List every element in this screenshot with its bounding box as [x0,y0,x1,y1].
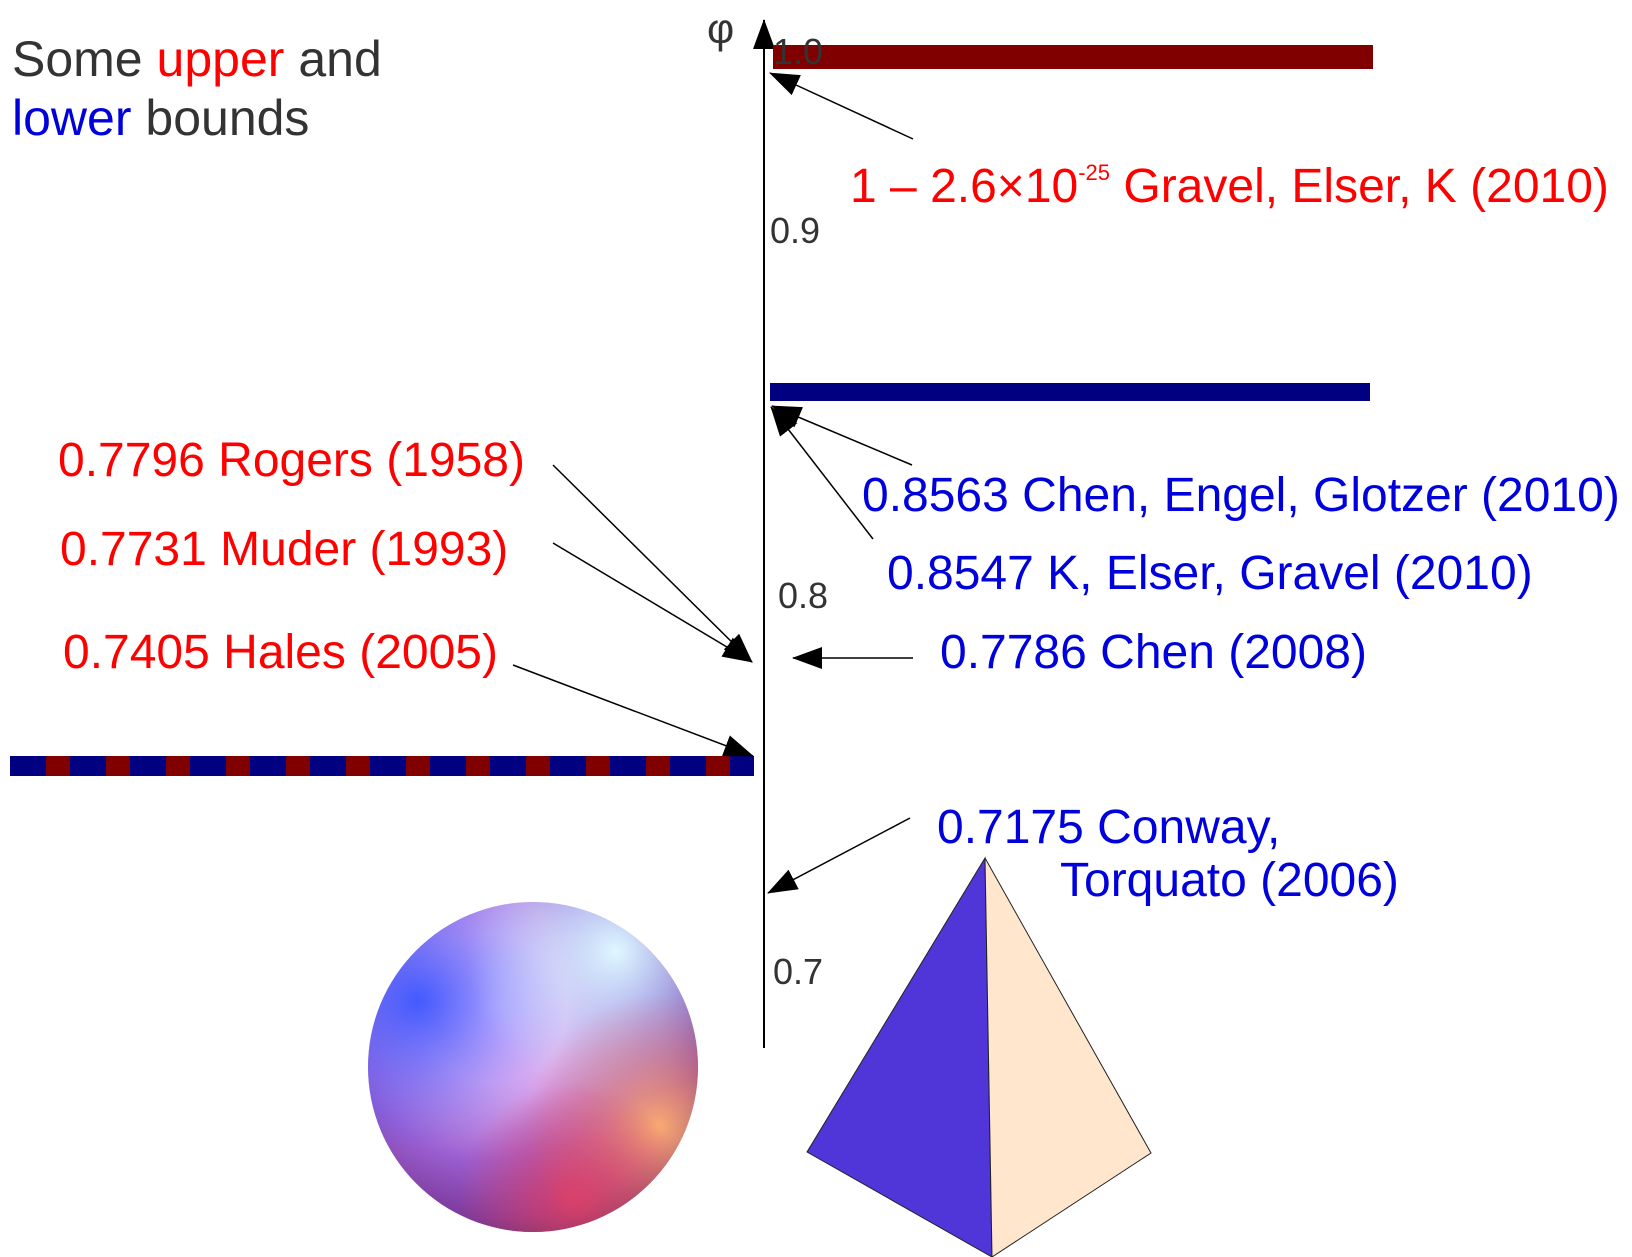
label-chen-2008: 0.7786 Chen (2008) [940,626,1367,679]
label-hales: 0.7405 Hales (2005) [63,626,498,679]
label-gravel-elser-k: 1 – 2.6×10-25 Gravel, Elser, K (2010) [850,160,1609,213]
gravel-exponent: -25 [1078,160,1111,185]
arrow-muder [552,542,753,663]
arrow-conway [767,817,911,894]
tick-label-0-8: 0.8 [778,575,829,616]
title-word-lower: lower [12,90,132,146]
tick-label-0-9: 0.9 [770,210,821,251]
label-rogers: 0.7796 Rogers (1958) [58,434,525,487]
hales-striped-bar [10,756,754,776]
gravel-authors: Gravel, Elser, K (2010) [1110,160,1609,213]
diagram-title: Some upper and lower bounds [12,30,382,148]
tick-label-1-0: 1.0 [773,31,824,72]
tetrahedron-icon [806,856,1152,1257]
label-chen-engel-glotzer: 0.8563 Chen, Engel, Glotzer (2010) [862,469,1620,522]
arrow-k-elser [770,406,874,540]
gravel-value: 1 – 2.6×10 [850,160,1079,213]
arrow-hales [512,664,754,757]
tick-label-0-7: 0.7 [773,951,824,992]
label-conway-line1: 0.7175 Conway, [937,801,1281,854]
label-conway-line2: Torquato (2006) [1060,854,1399,907]
arrow-gravel [769,72,914,140]
lower-bound-bar [770,383,1370,401]
upper-bound-bar [773,45,1373,69]
label-muder: 0.7731 Muder (1993) [60,523,509,576]
phi-symbol: φ [707,5,735,52]
label-k-elser-gravel: 0.8547 K, Elser, Gravel (2010) [887,547,1533,600]
title-word-and: and [298,31,382,87]
title-word-upper: upper [156,31,285,87]
arrow-rogers [552,464,753,663]
title-word-bounds: bounds [145,90,310,146]
title-word-some: Some [12,31,143,87]
sphere-icon [368,902,698,1232]
